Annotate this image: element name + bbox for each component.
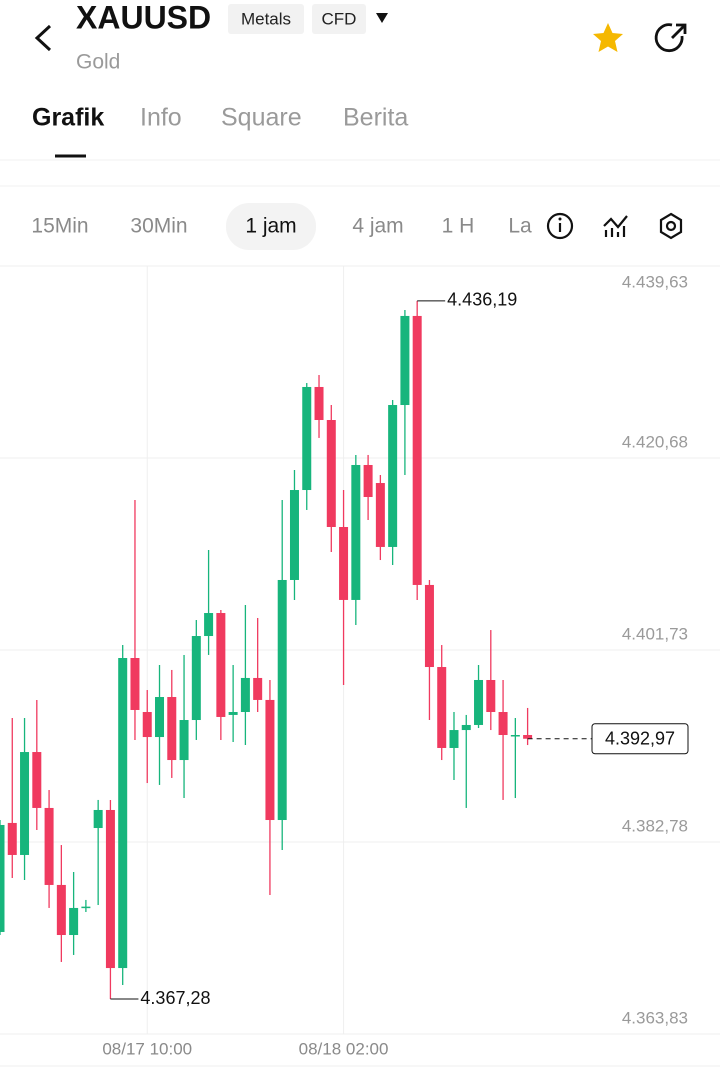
x-tick-label: 08/18 02:00 xyxy=(299,1039,389,1058)
y-tick-label: 4.363,83 xyxy=(622,1008,688,1027)
y-tick-label: 4.382,78 xyxy=(622,816,688,835)
candle-body xyxy=(523,735,533,739)
x-tick-label: 08/17 10:00 xyxy=(102,1039,192,1058)
instrument-name: Gold xyxy=(76,51,120,74)
candle-body xyxy=(32,752,42,808)
interval[interactable]: 1 jam xyxy=(245,215,296,238)
settings-icon[interactable] xyxy=(659,212,683,240)
tab[interactable]: Info xyxy=(140,104,182,132)
candle-body xyxy=(20,752,30,855)
candle-body xyxy=(375,483,385,547)
candle-body xyxy=(142,712,152,738)
candle-body xyxy=(449,730,459,748)
tab[interactable]: Square xyxy=(221,104,302,132)
candle-body xyxy=(388,405,398,547)
favorite[interactable] xyxy=(593,23,623,52)
candle-body xyxy=(118,658,128,969)
interval[interactable]: 15Min xyxy=(31,215,88,238)
candle-body xyxy=(339,526,349,600)
interval[interactable]: 1 H xyxy=(442,215,475,238)
candle-body xyxy=(81,906,91,909)
candle-body xyxy=(474,679,484,725)
info-icon[interactable] xyxy=(546,212,574,240)
candle-body xyxy=(314,386,324,421)
candle-body xyxy=(130,658,140,710)
candle-body xyxy=(216,613,226,717)
back-button[interactable] xyxy=(34,24,52,52)
tag: Metals xyxy=(241,9,291,28)
candle-body xyxy=(69,907,79,936)
candle-body xyxy=(351,464,361,600)
indicator-icon[interactable] xyxy=(603,215,628,237)
candle-body xyxy=(155,697,165,738)
candle-body xyxy=(289,490,299,580)
candle-body xyxy=(191,636,201,721)
candle-body xyxy=(363,464,373,498)
candle-body xyxy=(424,584,434,668)
chart: 4.439,63 4.420,68 4.401,73 4.382,78 4.363,83… xyxy=(0,265,720,1067)
low-label: 4.367,28 xyxy=(140,988,210,1008)
interval[interactable]: 30Min xyxy=(130,215,187,238)
candle-body xyxy=(7,822,17,855)
candle-body xyxy=(400,315,410,406)
candle-body xyxy=(265,699,275,821)
candle-body xyxy=(437,667,447,748)
symbol: XAUUSD xyxy=(76,0,211,35)
last-price-box xyxy=(591,723,689,755)
candle-body xyxy=(412,315,422,585)
tag-bg xyxy=(312,4,366,34)
candle-body xyxy=(93,809,103,829)
tab[interactable]: Grafik xyxy=(32,104,104,132)
candle-body xyxy=(56,884,66,936)
interval[interactable]: La xyxy=(508,215,532,238)
candle-body xyxy=(0,824,5,932)
y-tick-label: 4.439,63 xyxy=(622,272,688,291)
candle-body xyxy=(498,712,508,736)
candle-body xyxy=(486,679,496,713)
y-tick-label: 4.420,68 xyxy=(622,432,688,451)
candle-body xyxy=(326,420,336,527)
tag: CFD xyxy=(322,9,357,28)
candle-body xyxy=(167,697,177,761)
tabs: Grafik Info Square Berita xyxy=(32,104,408,132)
candle-body xyxy=(44,807,54,885)
candle-body xyxy=(461,724,471,731)
tab[interactable]: Berita xyxy=(343,104,408,132)
last-price-label: 4.392,97 xyxy=(605,729,675,749)
y-tick-label: 4.401,73 xyxy=(622,624,688,643)
candle-body xyxy=(510,735,520,737)
interval[interactable]: 4 jam xyxy=(352,215,403,238)
intervals: 15Min 30Min 1 jam 4 jam 1 H La xyxy=(31,203,532,250)
tag-bg xyxy=(228,4,304,34)
high-label: 4.436,19 xyxy=(447,290,517,310)
dropdown[interactable] xyxy=(376,13,388,23)
candle-body xyxy=(277,579,287,821)
candle-body xyxy=(240,677,250,713)
candle-body xyxy=(302,386,312,491)
candle-body xyxy=(179,720,189,761)
candle-body xyxy=(204,613,214,637)
interval-pill xyxy=(226,203,316,250)
candle-body xyxy=(253,677,263,700)
candle-body xyxy=(105,809,115,969)
share[interactable] xyxy=(654,23,687,53)
candle-body xyxy=(228,712,238,715)
